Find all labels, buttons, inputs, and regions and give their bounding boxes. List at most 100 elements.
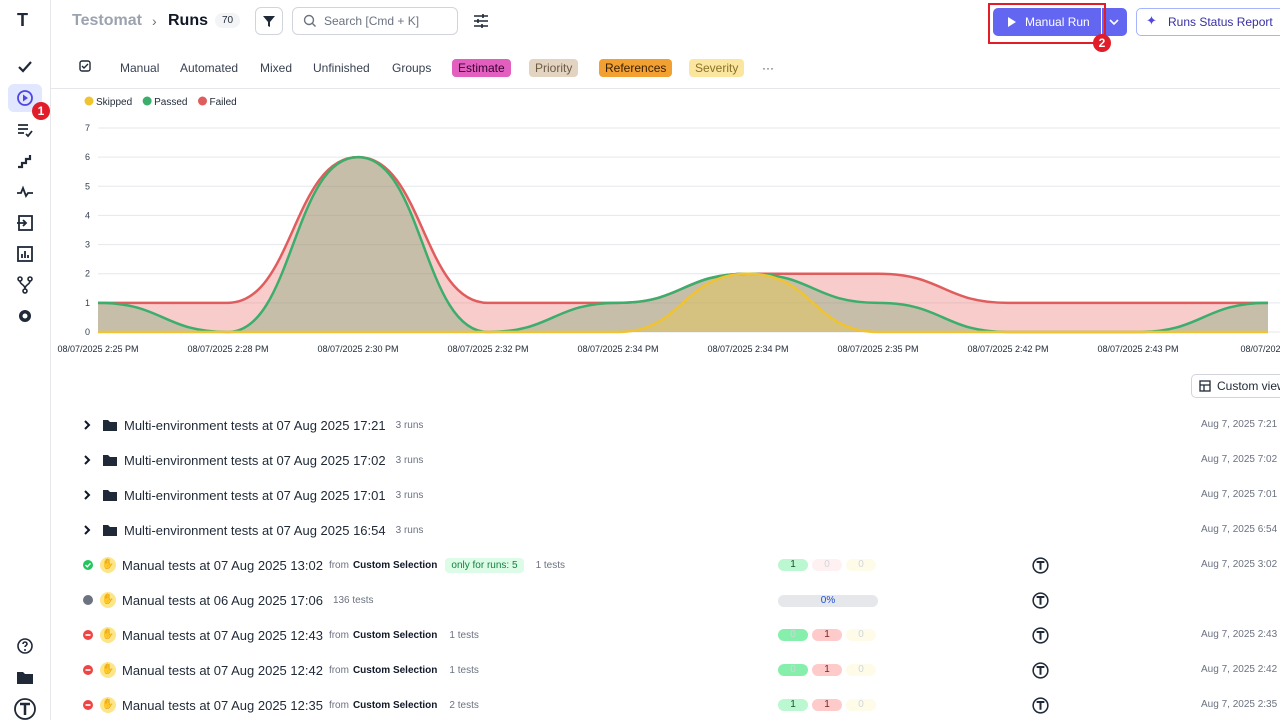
x-tick-label: 08/07/2025 2:42 PM <box>967 344 1048 354</box>
status-report-button[interactable]: ✦ Runs Status Report <box>1136 8 1280 36</box>
status-icon <box>83 560 93 570</box>
series-line <box>98 272 1268 334</box>
filter-tab[interactable]: Unfinished <box>313 61 370 75</box>
run-row[interactable]: Multi-environment tests at 07 Aug 2025 1… <box>80 448 423 472</box>
run-date: Aug 7, 2025 2:35 PM <box>1201 699 1280 710</box>
run-name[interactable]: Manual tests at 07 Aug 2025 12:35 <box>122 697 323 713</box>
y-tick-label: 7 <box>85 123 90 133</box>
nav-steps[interactable] <box>16 152 34 170</box>
run-source: Custom Selection <box>352 699 438 711</box>
run-meta: 1 tests <box>535 559 566 571</box>
count-pill: 1 <box>778 699 808 711</box>
nav-projects[interactable] <box>16 668 34 686</box>
user-avatar <box>1032 592 1049 609</box>
y-tick-label: 5 <box>85 181 90 191</box>
run-dropdown[interactable] <box>1102 8 1127 36</box>
filter-tab[interactable]: ··· <box>762 61 774 75</box>
custom-view-button[interactable]: Custom view <box>1191 374 1280 398</box>
avatar-ring <box>1032 557 1049 574</box>
run-row[interactable]: ✋ Manual tests at 07 Aug 2025 13:02 from Cu… <box>80 553 565 577</box>
filter-tab[interactable]: References <box>599 59 673 77</box>
filter-tab[interactable]: Automated <box>180 61 239 75</box>
run-name[interactable]: Manual tests at 07 Aug 2025 12:43 <box>122 627 323 643</box>
count-pill: 0 <box>846 629 876 641</box>
run-row[interactable]: ✋ Manual tests at 06 Aug 2025 17:06 136 te… <box>80 588 374 612</box>
run-row[interactable]: Multi-environment tests at 07 Aug 2025 1… <box>80 483 423 507</box>
status-icon <box>83 665 93 675</box>
run-row[interactable]: ✋ Manual tests at 07 Aug 2025 12:42 from Cu… <box>80 658 479 682</box>
run-name[interactable]: Manual tests at 07 Aug 2025 12:42 <box>122 662 323 678</box>
run-row[interactable]: Multi-environment tests at 07 Aug 2025 1… <box>80 413 423 437</box>
run-meta: 3 runs <box>395 419 424 431</box>
count-pill: 0 <box>846 664 876 676</box>
status-icon <box>83 700 93 710</box>
filter-tab[interactable]: Manual <box>120 61 160 75</box>
run-date: Aug 7, 2025 3:02 PM <box>1201 559 1280 570</box>
y-tick-label: 0 <box>85 327 90 337</box>
nav-tests[interactable] <box>16 58 34 76</box>
x-tick-label: 08/07/2025 2:34 PM <box>577 344 658 354</box>
run-name[interactable]: Multi-environment tests at 07 Aug 2025 1… <box>124 487 386 503</box>
nav-branches[interactable] <box>16 276 34 294</box>
expand-chevron[interactable] <box>80 523 94 537</box>
run-row[interactable]: ✋ Manual tests at 07 Aug 2025 12:35 from Cu… <box>80 693 479 717</box>
run-name[interactable]: Multi-environment tests at 07 Aug 2025 1… <box>124 452 386 468</box>
run-date: Aug 7, 2025 7:01 PM <box>1201 489 1280 500</box>
folder-icon <box>103 490 117 501</box>
annotation-badge: 1 <box>32 102 50 120</box>
nav-avatar[interactable] <box>14 698 36 720</box>
run-date: Aug 7, 2025 2:42 PM <box>1201 664 1280 675</box>
select-icon[interactable] <box>78 59 92 73</box>
count-pill: 1 <box>812 629 842 641</box>
run-name[interactable]: Multi-environment tests at 07 Aug 2025 1… <box>124 522 386 538</box>
run-name[interactable]: Manual tests at 07 Aug 2025 13:02 <box>122 557 323 573</box>
folder-icon <box>103 525 117 536</box>
nav-import[interactable] <box>16 214 34 232</box>
settings-sliders[interactable] <box>473 13 489 29</box>
x-tick-label: 08/07/2025 2:32 PM <box>447 344 528 354</box>
filter-tab[interactable]: Severity <box>689 59 745 77</box>
run-row[interactable]: ✋ Manual tests at 07 Aug 2025 12:43 from Cu… <box>80 623 479 647</box>
run-row[interactable]: Multi-environment tests at 07 Aug 2025 1… <box>80 518 423 542</box>
manual-icon: ✋ <box>100 662 116 678</box>
filter-button[interactable] <box>255 7 283 35</box>
avatar-t <box>1036 596 1045 605</box>
run-tag: only for runs: 5 <box>445 557 524 573</box>
run-from: from <box>328 559 349 571</box>
brand[interactable]: Testomat <box>72 12 142 29</box>
folder <box>103 525 117 536</box>
count-pill: 0 <box>778 629 808 641</box>
search-icon <box>303 14 316 27</box>
chevron <box>84 490 91 500</box>
play-icon <box>1008 17 1016 27</box>
nav-help[interactable] <box>16 637 34 655</box>
y-tick-label: 2 <box>85 269 90 279</box>
nav-analytics[interactable] <box>16 245 34 263</box>
filter-tab[interactable]: Priority <box>529 59 579 77</box>
run-name[interactable]: Multi-environment tests at 07 Aug 2025 1… <box>124 417 386 433</box>
count-pill: 0 <box>846 559 876 571</box>
filter-tab[interactable]: Mixed <box>260 61 293 75</box>
status-report-label: Runs Status Report <box>1168 15 1273 29</box>
nav-pulse[interactable] <box>16 183 34 201</box>
filter-tab[interactable]: Estimate <box>452 59 511 77</box>
run-meta: 136 tests <box>332 594 374 606</box>
legend-label: Passed <box>154 97 187 108</box>
expand-chevron[interactable] <box>80 453 94 467</box>
expand-chevron[interactable] <box>80 418 94 432</box>
nav-settings[interactable] <box>16 307 34 325</box>
manual-run-button[interactable]: Manual Run <box>993 8 1101 36</box>
filter-tab[interactable]: Groups <box>392 61 432 75</box>
expand-chevron[interactable] <box>80 488 94 502</box>
search-box[interactable]: Search [Cmd + K] <box>292 7 458 35</box>
run-source: Custom Selection <box>352 629 438 641</box>
breadcrumb-sep: › <box>152 13 157 29</box>
nav-runs[interactable] <box>16 89 34 107</box>
run-name[interactable]: Manual tests at 06 Aug 2025 17:06 <box>122 592 323 608</box>
nav-plans[interactable] <box>16 121 34 139</box>
run-date: Aug 7, 2025 6:54 PM <box>1201 524 1280 535</box>
user-avatar <box>1032 557 1049 574</box>
legend-marker <box>142 96 152 106</box>
logo[interactable]: T <box>17 10 28 30</box>
